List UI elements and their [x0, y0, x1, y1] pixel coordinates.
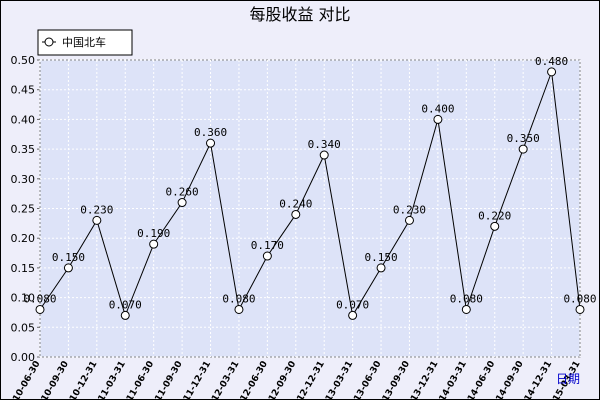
point	[319, 150, 329, 160]
point	[404, 215, 414, 225]
point	[63, 263, 73, 273]
data-label: 0.480	[535, 55, 568, 68]
point	[547, 67, 557, 77]
legend-marker	[44, 37, 54, 47]
y-tick-label: 0.10	[11, 292, 36, 305]
point	[575, 304, 585, 314]
data-label: 0.080	[222, 292, 255, 305]
data-label: 0.220	[478, 209, 511, 222]
data-label: 0.150	[364, 251, 397, 264]
y-tick-label: 0.30	[11, 173, 36, 186]
point	[262, 251, 272, 261]
data-label: 0.340	[308, 138, 341, 151]
y-tick-label: 0.20	[11, 232, 36, 245]
point	[490, 221, 500, 231]
data-label: 0.170	[251, 239, 284, 252]
y-tick-label: 0.25	[11, 203, 36, 216]
y-tick-label: 0.15	[11, 262, 36, 275]
point	[149, 239, 159, 249]
data-label: 0.080	[450, 292, 483, 305]
point	[461, 304, 471, 314]
point	[234, 304, 244, 314]
y-tick-label: 0.35	[11, 143, 36, 156]
point	[35, 304, 45, 314]
data-label: 0.230	[393, 203, 426, 216]
point	[433, 114, 443, 124]
point	[206, 138, 216, 148]
y-tick-label: 0.40	[11, 113, 36, 126]
legend-label: 中国北车	[62, 35, 106, 49]
x-axis-label: 日期	[556, 372, 580, 386]
data-label: 0.360	[194, 126, 227, 139]
data-label: 0.190	[137, 227, 170, 240]
line	[39, 71, 581, 317]
point	[92, 215, 102, 225]
y-tick-label: 0.45	[11, 84, 36, 97]
data-label: 0.400	[421, 102, 454, 115]
chart-title: 每股收益 对比	[249, 5, 350, 24]
data-label: 0.080	[563, 292, 596, 305]
point	[120, 310, 130, 320]
data-label: 0.070	[336, 298, 369, 311]
data-label: 0.150	[52, 251, 85, 264]
point	[376, 263, 386, 273]
data-label: 0.260	[166, 186, 199, 199]
y-tick-label: 0.50	[11, 54, 36, 67]
data-label: 0.350	[507, 132, 540, 145]
point	[177, 198, 187, 208]
data-label: 0.070	[109, 298, 142, 311]
y-tick-label: 0.00	[11, 351, 36, 364]
y-tick-label: 0.05	[11, 321, 36, 334]
point	[518, 144, 528, 154]
data-label: 0.240	[279, 197, 312, 210]
point	[291, 209, 301, 219]
point	[348, 310, 358, 320]
data-label: 0.080	[23, 292, 56, 305]
data-label: 0.230	[80, 203, 113, 216]
